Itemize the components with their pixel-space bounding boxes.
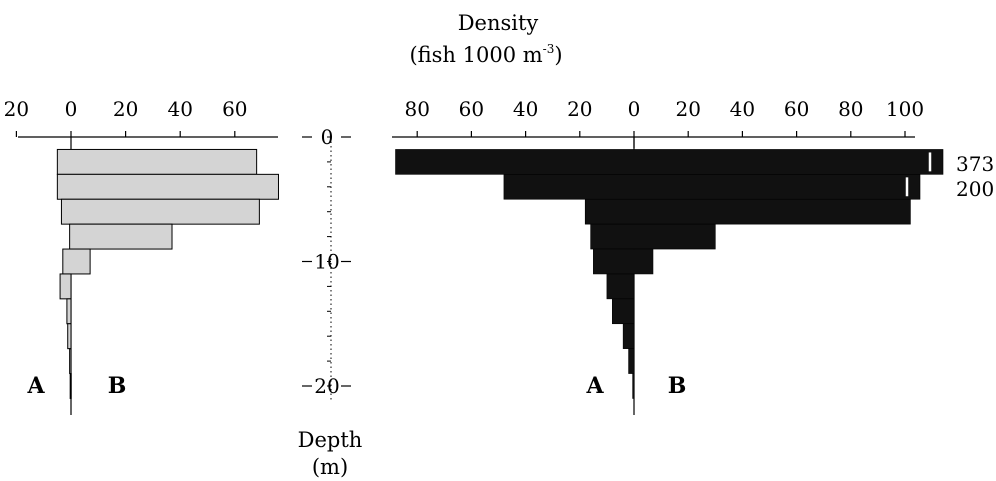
right-label-b: B [668, 373, 687, 399]
right-x-axis: 80 60 40 20 0 20 40 60 80 100 [392, 97, 924, 415]
depth-tick-label: 0 [321, 125, 334, 149]
title-line2-sup: -3 [543, 42, 555, 56]
left-bar [62, 248, 91, 275]
right-bar [395, 149, 944, 175]
left-bar [67, 323, 72, 350]
right-tick-label: 0 [628, 97, 641, 121]
left-label-a: A [26, 373, 45, 399]
broken-bar-value-label: 373 [956, 152, 994, 176]
right-tick-label: 20 [675, 97, 700, 121]
right-bar [584, 198, 911, 225]
left-tick-label: 0 [65, 97, 78, 121]
title-line2-main: (fish 1000 m [409, 43, 542, 67]
broken-bar-value-label: 200 [956, 177, 994, 201]
depth-tick-label: 20 [314, 374, 339, 398]
left-tick-label: 20 [4, 97, 29, 121]
right-bar [590, 223, 716, 250]
depth-label-line1: Depth [298, 428, 363, 452]
right-bar [503, 174, 921, 200]
left-bar [59, 273, 72, 300]
left-panel: 20 0 20 40 60 A B [4, 97, 279, 415]
depth-label-line2: (m) [312, 455, 348, 479]
right-bar [628, 348, 635, 374]
left-tick-label: 20 [113, 97, 138, 121]
depth-axis: 0 10 20 [302, 125, 351, 403]
left-bar [56, 173, 279, 200]
title-line2: (fish 1000 m-3) [409, 42, 562, 67]
right-tick-label: 80 [404, 97, 429, 121]
left-bar [69, 373, 72, 399]
right-bar [593, 248, 654, 275]
left-tick-label: 40 [167, 97, 192, 121]
right-label-a: A [585, 373, 604, 399]
left-bars [56, 148, 279, 399]
left-tick-label: 60 [222, 97, 247, 121]
right-bar [632, 373, 635, 399]
right-tick-label: 60 [459, 97, 484, 121]
left-bar [66, 298, 72, 325]
left-bar [60, 198, 260, 225]
left-bar [56, 148, 258, 175]
left-label-b: B [108, 373, 127, 399]
right-tick-label: 100 [886, 97, 924, 121]
right-bar [606, 273, 635, 300]
right-tick-label: 60 [784, 97, 809, 121]
right-tick-label: 20 [567, 97, 592, 121]
right-tick-label: 40 [730, 97, 755, 121]
title-line2-close: ) [554, 43, 562, 67]
left-x-axis: 20 0 20 40 60 [4, 97, 278, 415]
left-bar [69, 223, 173, 250]
right-tick-label: 80 [838, 97, 863, 121]
right-bar [622, 323, 635, 349]
left-bar [69, 348, 72, 375]
depth-tick-label: 10 [314, 250, 339, 274]
title-line1: Density [458, 11, 539, 35]
right-bar [612, 298, 635, 325]
right-tick-label: 40 [513, 97, 538, 121]
